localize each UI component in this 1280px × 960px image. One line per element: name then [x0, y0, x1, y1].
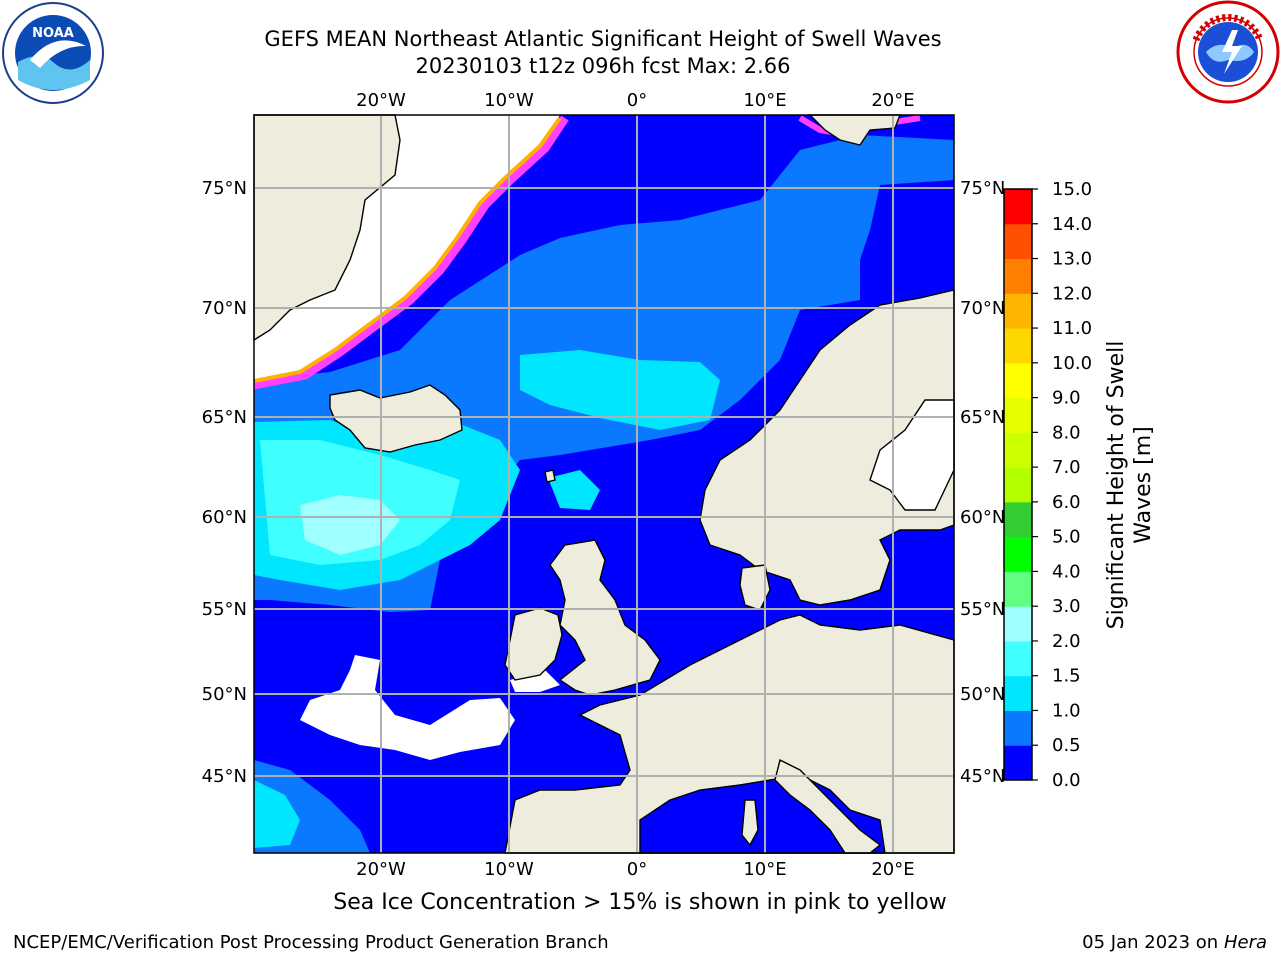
- colorbar-segment: [1004, 397, 1032, 433]
- chart-subtitle: 20230103 t12z 096h fcst Max: 2.66: [415, 54, 791, 78]
- missing-data-patch-b: [510, 670, 560, 692]
- bottom-label-20e: 20°E: [871, 859, 914, 880]
- colorbar-segment: [1004, 467, 1032, 503]
- colorbar: 0.0 0.5 1.0 1.5 2.0 3.0 4.0 5.0 6.0 7.0 8.0 9.0 10.0…: [1003, 179, 1092, 791]
- colorbar-segment: [1004, 571, 1032, 607]
- national-weather-service-logo-icon: [1176, 0, 1280, 104]
- right-label-60n: 60°N: [960, 507, 1005, 528]
- footer-machine: Hera: [1223, 932, 1267, 953]
- colorbar-tick-label: 13.0: [1052, 249, 1092, 270]
- left-label-50n: 50°N: [202, 684, 247, 705]
- right-label-55n: 55°N: [960, 599, 1005, 620]
- bottom-label-20w: 20°W: [356, 859, 406, 880]
- iceland-land: [329, 384, 463, 453]
- graticule: [254, 115, 954, 853]
- noaa-logo-icon: NOAA: [2, 2, 104, 104]
- left-label-60n: 60°N: [202, 507, 247, 528]
- top-label-20e: 20°E: [871, 90, 914, 111]
- swell-band-sw-corner-b: [254, 780, 300, 848]
- colorbar-segment: [1004, 362, 1032, 399]
- right-label-70n: 70°N: [960, 298, 1005, 319]
- colorbar-tick-label: 9.0: [1052, 388, 1081, 409]
- colorbar-tick-label: 7.0: [1052, 457, 1081, 478]
- bottom-label-10w: 10°W: [484, 859, 534, 880]
- ice-edge-orange: [253, 116, 562, 383]
- footer-date: 05 Jan 2023 on Hera: [1082, 932, 1267, 953]
- swell-band-1p0-1p5-b: [520, 350, 720, 430]
- swell-field: [254, 135, 954, 853]
- left-label-65n: 65°N: [202, 407, 247, 428]
- ice-edge-pink: [253, 115, 569, 390]
- colorbar-tick-label: 2.0: [1052, 631, 1081, 652]
- footer-date-text: 05 Jan 2023 on: [1082, 932, 1224, 953]
- colorbar-segment: [1004, 710, 1032, 746]
- colorbar-label-line1: Significant Height of Swell: [1104, 341, 1129, 630]
- colorbar-tick-label: 3.0: [1052, 596, 1081, 617]
- missing-data-patch: [300, 655, 515, 760]
- colorbar-segment: [1004, 536, 1032, 572]
- right-label-45n: 45°N: [960, 766, 1005, 787]
- colorbar-frame: [1003, 188, 1033, 781]
- left-label-45n: 45°N: [202, 766, 247, 787]
- colorbar-tick-label: 8.0: [1052, 422, 1081, 443]
- colorbar-segment: [1004, 432, 1032, 468]
- colorbar-segment: [1004, 328, 1032, 364]
- left-label-55n: 55°N: [202, 599, 247, 620]
- colorbar-tick-label: 0.0: [1052, 770, 1081, 791]
- left-label-75n: 75°N: [202, 178, 247, 199]
- map-frame: [253, 114, 955, 854]
- colorbar-tick-label: 1.5: [1052, 666, 1081, 687]
- colorbar-tick-label: 6.0: [1052, 492, 1081, 513]
- colorbar-segment: [1004, 223, 1032, 260]
- top-label-0: 0°: [627, 90, 647, 111]
- continental-europe-land: [504, 614, 955, 854]
- svalbard-land: [808, 114, 902, 146]
- colorbar-segment: [1004, 675, 1032, 711]
- colorbar-tick-label: 0.5: [1052, 735, 1081, 756]
- colorbar-segment: [1004, 189, 1032, 225]
- land: [253, 114, 955, 854]
- top-label-10w: 10°W: [484, 90, 534, 111]
- colorbar-segment: [1004, 293, 1032, 329]
- bottom-label-10e: 10°E: [743, 859, 786, 880]
- swell-band-2p0-3p0: [300, 495, 400, 555]
- colorbar-segment: [1004, 640, 1032, 677]
- ireland-land: [504, 607, 563, 681]
- corsica-sardinia-land: [741, 799, 759, 847]
- colorbar-tick-label: 14.0: [1052, 214, 1092, 235]
- top-label-20w: 20°W: [356, 90, 406, 111]
- top-label-10e: 10°E: [743, 90, 786, 111]
- right-label-75n: 75°N: [960, 178, 1005, 199]
- svg-text:NOAA: NOAA: [32, 26, 74, 41]
- colorbar-label-line2: Waves [m]: [1131, 426, 1156, 543]
- faroe-land: [544, 469, 556, 483]
- great-britain-land: [549, 539, 661, 696]
- colorbar-tick-label: 11.0: [1052, 318, 1092, 339]
- swell-band-1p0-1p5-c: [548, 470, 600, 510]
- colorbar-tick-label: 4.0: [1052, 561, 1081, 582]
- chart-title: GEFS MEAN Northeast Atlantic Significant…: [264, 27, 942, 51]
- right-label-50n: 50°N: [960, 684, 1005, 705]
- right-label-65n: 65°N: [960, 407, 1005, 428]
- bottom-label-0: 0°: [627, 859, 647, 880]
- colorbar-tick-label: 5.0: [1052, 527, 1081, 548]
- colorbar-tick-label: 15.0: [1052, 179, 1092, 200]
- colorbar-segment: [1004, 501, 1032, 538]
- colorbar-segment: [1004, 606, 1032, 642]
- sea-ice-caption: Sea Ice Concentration > 15% is shown in …: [333, 890, 947, 915]
- map-plot-area: [253, 114, 955, 854]
- left-label-70n: 70°N: [202, 298, 247, 319]
- axis-labels: 20°W 10°W 0° 10°E 20°E 20°W 10°W 0° 10°E…: [202, 90, 1006, 880]
- colorbar-segment: [1004, 258, 1032, 294]
- footer-credit: NCEP/EMC/Verification Post Processing Pr…: [13, 932, 609, 953]
- scandinavia-land: [699, 289, 955, 606]
- colorbar-segment: [1004, 745, 1032, 781]
- colorbar-tick-label: 10.0: [1052, 353, 1092, 374]
- colorbar-tick-label: 12.0: [1052, 283, 1092, 304]
- greenland-land: [253, 114, 401, 342]
- colorbar-tick-label: 1.0: [1052, 700, 1081, 721]
